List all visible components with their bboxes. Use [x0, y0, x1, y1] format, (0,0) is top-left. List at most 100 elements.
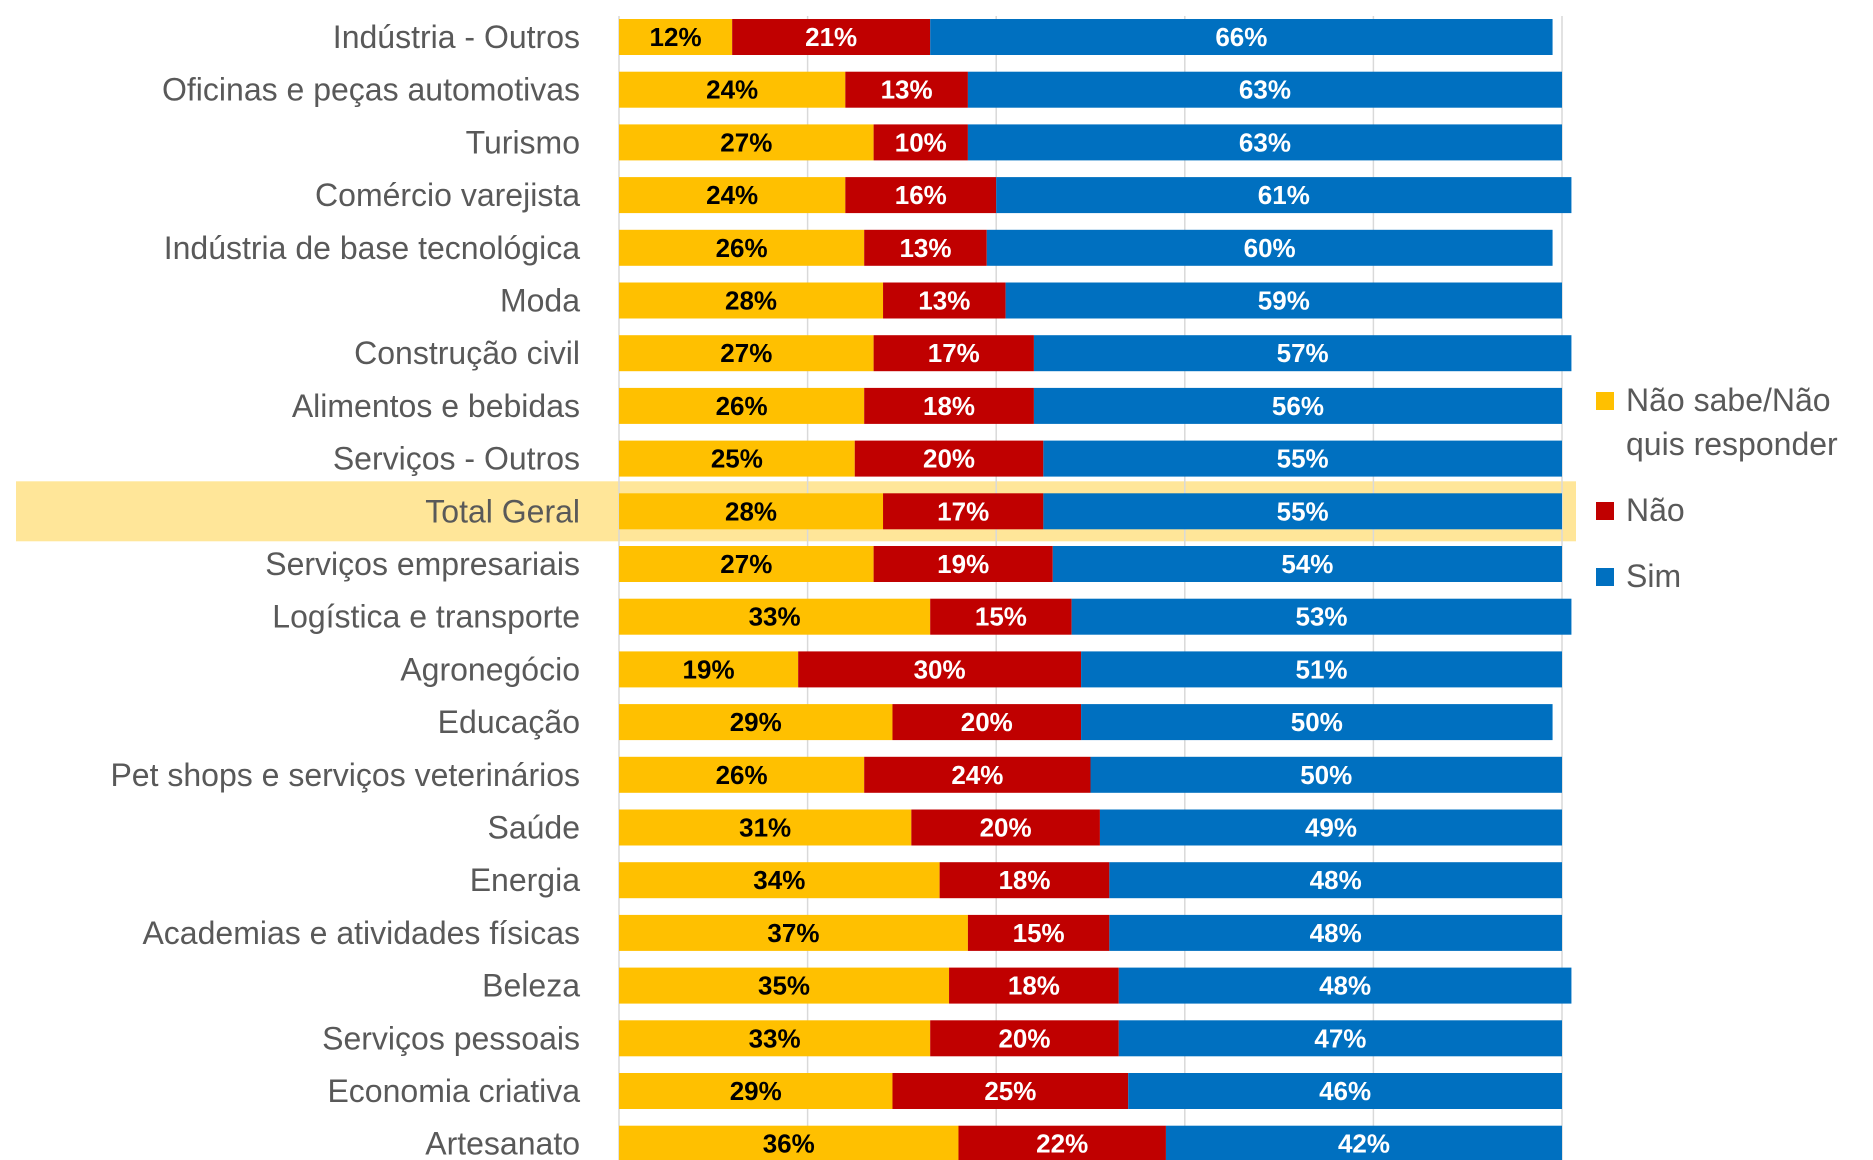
bar-segment — [619, 177, 846, 214]
data-label: 63% — [1239, 75, 1291, 105]
data-label: 17% — [928, 338, 980, 368]
bar-segment — [619, 598, 931, 635]
category-label: Serviços pessoais — [322, 1020, 580, 1056]
data-label: 46% — [1319, 1076, 1371, 1106]
data-label: 42% — [1338, 1129, 1390, 1159]
data-label: 13% — [918, 286, 970, 316]
data-label: 49% — [1305, 813, 1357, 843]
category-label: Indústria - Outros — [333, 19, 580, 55]
data-label: 63% — [1239, 127, 1291, 157]
bar-segment — [1033, 335, 1572, 372]
data-label: 55% — [1277, 496, 1329, 526]
data-label: 26% — [716, 391, 768, 421]
category-label: Turismo — [466, 124, 580, 160]
bar-segment — [967, 914, 1110, 951]
bar-segment — [1081, 651, 1562, 688]
bar-segment — [996, 177, 1572, 214]
data-label: 25% — [711, 444, 763, 474]
legend-label: Não sabe/Não quis responder — [1626, 382, 1838, 462]
data-label: 18% — [1008, 971, 1060, 1001]
data-label: 53% — [1296, 602, 1348, 632]
data-label: 27% — [720, 338, 772, 368]
data-label: 19% — [937, 549, 989, 579]
data-label: 26% — [716, 233, 768, 263]
bar-segment — [1081, 704, 1553, 741]
data-label: 57% — [1277, 338, 1329, 368]
category-label: Serviços - Outros — [333, 441, 580, 477]
category-label: Alimentos e bebidas — [292, 388, 580, 424]
bar-segment — [958, 1125, 1166, 1160]
data-label: 25% — [984, 1076, 1036, 1106]
data-label: 19% — [683, 654, 735, 684]
category-label: Moda — [500, 283, 580, 319]
data-label: 51% — [1296, 654, 1348, 684]
data-label: 24% — [706, 180, 758, 210]
bar-segment — [619, 440, 855, 477]
bar-segment — [892, 1073, 1129, 1109]
bar-segment — [619, 651, 799, 688]
bar-segment — [949, 967, 1119, 1004]
data-label: 24% — [951, 760, 1003, 790]
data-label: 48% — [1319, 971, 1371, 1001]
bar-segment — [1090, 756, 1562, 793]
data-label: 47% — [1314, 1023, 1366, 1053]
bar-segment — [619, 229, 865, 266]
category-label: Oficinas e peças automotivas — [162, 72, 580, 108]
bar-segment — [1071, 598, 1572, 635]
bar-segment — [967, 71, 1562, 108]
bar-segment — [1043, 440, 1562, 477]
data-label: 36% — [763, 1129, 815, 1159]
data-label: 24% — [706, 75, 758, 105]
bar-segment — [1099, 809, 1562, 846]
bar-segment — [798, 651, 1082, 688]
data-label: 37% — [767, 918, 819, 948]
category-label: Indústria de base tecnológica — [164, 230, 580, 266]
bar-segment — [930, 19, 1553, 55]
bar-segment — [619, 71, 846, 108]
data-label: 61% — [1258, 180, 1310, 210]
legend-swatch — [1596, 568, 1614, 586]
data-label: 20% — [980, 813, 1032, 843]
bar-segment — [619, 546, 874, 582]
legend-label: Não — [1626, 492, 1685, 528]
data-label: 31% — [739, 813, 791, 843]
bar-segment — [619, 335, 874, 372]
bar-segment — [619, 282, 884, 319]
data-label: 18% — [998, 865, 1050, 895]
data-label: 59% — [1258, 286, 1310, 316]
bar-segment — [1118, 967, 1572, 1004]
bar-segment — [619, 809, 912, 846]
data-label: 34% — [753, 865, 805, 895]
bar-segment — [619, 1073, 893, 1109]
bar-segment — [873, 124, 968, 161]
data-label: 15% — [975, 602, 1027, 632]
bar-segment — [619, 387, 865, 424]
bar-segment — [1109, 914, 1562, 951]
bar-segment — [619, 124, 874, 161]
bar-segment — [1005, 282, 1562, 319]
data-label: 29% — [730, 1076, 782, 1106]
category-label: Energia — [470, 862, 581, 898]
legend-item: Sim — [1596, 554, 1866, 598]
data-label: 55% — [1277, 444, 1329, 474]
bar-segment — [619, 19, 733, 55]
data-label: 13% — [899, 233, 951, 263]
category-label: Total Geral — [425, 493, 580, 529]
bar-segment — [619, 704, 893, 741]
data-label: 28% — [725, 496, 777, 526]
legend-item: Não — [1596, 488, 1866, 532]
data-label: 27% — [720, 127, 772, 157]
bar-segment — [619, 756, 865, 793]
data-label: 50% — [1300, 760, 1352, 790]
data-label: 21% — [805, 22, 857, 52]
category-label: Agronegócio — [400, 651, 580, 687]
bar-segment — [873, 335, 1034, 372]
data-label: 18% — [923, 391, 975, 421]
data-label: 26% — [716, 760, 768, 790]
bar-segment — [732, 19, 931, 55]
bar-segment — [873, 546, 1053, 582]
category-label: Serviços empresariais — [265, 546, 580, 582]
legend: Não sabe/Não quis responder Não Sim — [1596, 378, 1866, 620]
